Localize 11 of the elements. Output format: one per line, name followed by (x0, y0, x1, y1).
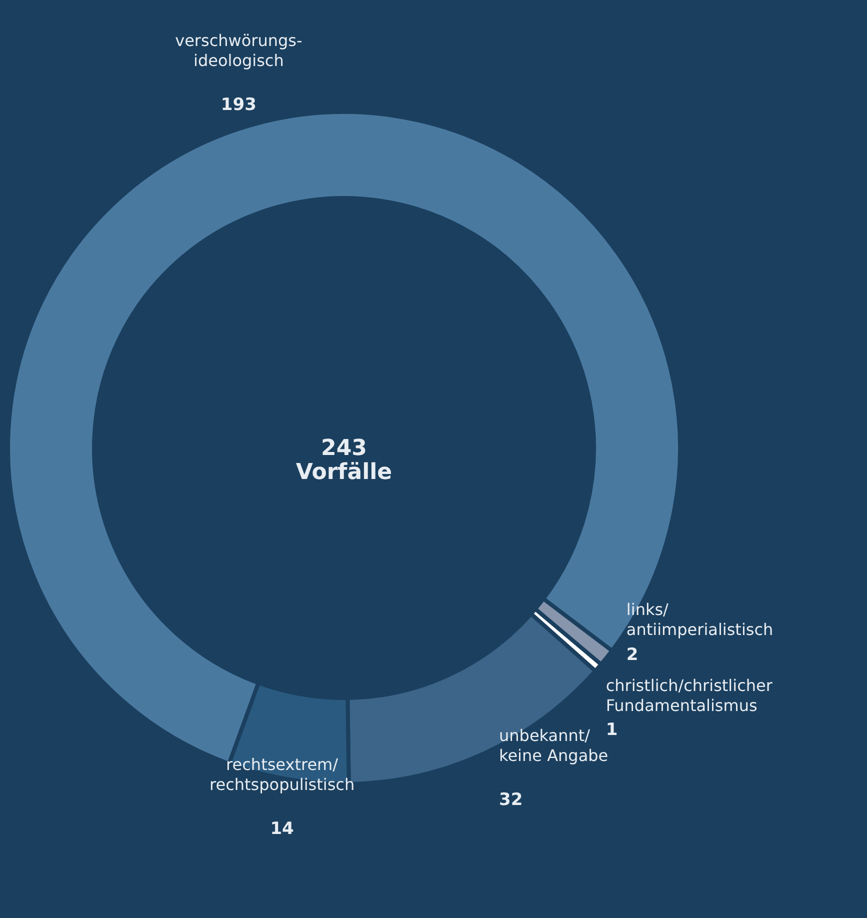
text: 243 Vorfälle (296, 436, 392, 485)
data-label: 14 (270, 818, 294, 839)
data-label: 1 (606, 720, 618, 740)
slice-label: rechtsextrem/ rechtspopulistisch (210, 754, 355, 794)
data-label: 2 (626, 644, 638, 665)
data-label: 193 (220, 95, 256, 116)
slice-label: christlich/christlicher Fundamentalismus (606, 676, 773, 716)
slice-label: unbekannt/ keine Angabe (499, 726, 608, 766)
slice-label: verschwörungs- ideologisch (175, 31, 302, 70)
slice-label: links/ antiimperialistisch (626, 600, 774, 639)
data-label: 32 (499, 790, 523, 810)
